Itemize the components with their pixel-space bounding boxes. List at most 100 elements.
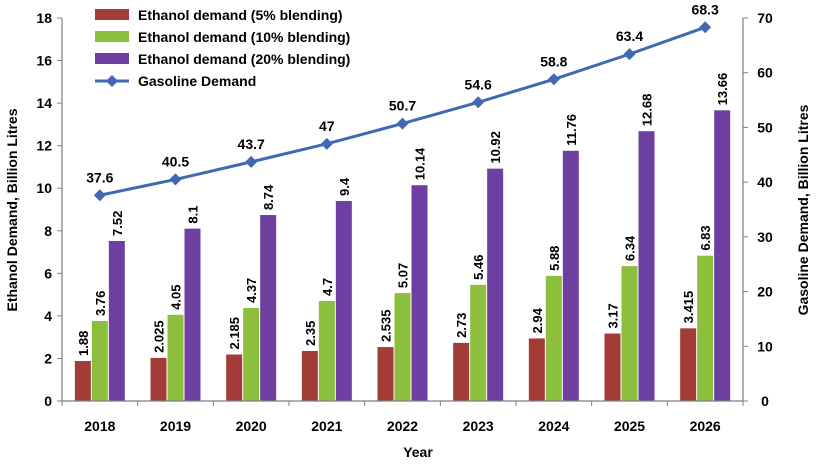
legend-swatch-3 [95, 53, 129, 64]
bar-label-2-2026: 6.83 [698, 225, 713, 250]
gasoline-point-2025 [623, 48, 636, 61]
bar-1-2026 [680, 328, 697, 401]
legend-label-3: Ethanol demand (20% blending) [138, 51, 350, 67]
bar-label-3-2018: 7.52 [110, 211, 125, 236]
bar-label-3-2025: 12.68 [640, 94, 655, 127]
y-tick-label-right: 30 [757, 229, 773, 245]
y-tick-label-left: 2 [44, 350, 52, 366]
legend-marker-gasoline [106, 75, 118, 87]
y-tick-label-left: 6 [44, 265, 52, 281]
y-tick-label-left: 18 [36, 10, 52, 26]
x-tick-label: 2021 [311, 418, 342, 434]
gasoline-label-2020: 43.7 [238, 136, 265, 152]
legend-label-2: Ethanol demand (10% blending) [138, 29, 350, 45]
bar-label-2-2021: 4.7 [320, 278, 335, 296]
x-tick-label: 2018 [84, 418, 115, 434]
bar-label-1-2023: 2.73 [454, 313, 469, 338]
bar-label-3-2022: 10.14 [413, 147, 428, 180]
bar-2-2025 [621, 266, 638, 401]
bar-3-2020 [260, 215, 277, 401]
gasoline-point-2026 [699, 21, 712, 34]
bar-2-2021 [318, 300, 335, 401]
bar-label-2-2018: 3.76 [93, 291, 108, 316]
gasoline-label-2026: 68.3 [692, 1, 719, 17]
bar-3-2018 [108, 240, 125, 401]
y-tick-label-left: 4 [44, 308, 52, 324]
gasoline-point-2019 [169, 173, 182, 186]
bar-3-2022 [411, 185, 428, 401]
bar-label-2-2019: 4.05 [169, 285, 184, 310]
bar-label-3-2024: 11.76 [564, 114, 579, 146]
y-axis-title-left: Ethanol Demand, Billion Litres [4, 108, 20, 311]
bar-label-3-2026: 13.66 [715, 73, 730, 106]
gasoline-point-2024 [547, 73, 560, 86]
y-tick-label-right: 10 [757, 338, 773, 354]
bar-2-2020 [243, 308, 260, 401]
legend-swatch-2 [95, 31, 129, 42]
x-tick-label: 2020 [236, 418, 267, 434]
bar-2-2018 [91, 320, 108, 401]
y-tick-label-right: 70 [757, 10, 773, 26]
bar-label-2-2024: 5.88 [547, 246, 562, 271]
bar-3-2023 [487, 168, 504, 401]
bar-3-2021 [335, 200, 352, 401]
bar-label-2-2022: 5.07 [396, 263, 411, 288]
bar-1-2021 [301, 350, 318, 401]
bar-3-2026 [714, 110, 731, 402]
y-tick-label-right: 50 [757, 119, 773, 135]
gasoline-label-2023: 54.6 [465, 76, 492, 92]
bar-3-2025 [638, 131, 655, 401]
bar-label-1-2019: 2.025 [152, 320, 167, 353]
bar-1-2024 [528, 338, 545, 401]
bar-label-2-2025: 6.34 [623, 235, 638, 261]
bar-label-2-2020: 4.37 [244, 278, 259, 303]
y-tick-label-left: 16 [36, 53, 52, 69]
bar-1-2019 [150, 357, 167, 401]
y-tick-label-right: 0 [761, 393, 769, 409]
bar-2-2019 [167, 314, 184, 401]
gasoline-point-2020 [245, 155, 258, 168]
legend-label-gasoline: Gasoline Demand [138, 73, 256, 89]
x-axis-title: Year [403, 444, 433, 460]
y-tick-label-left: 12 [36, 138, 52, 154]
y-tick-label-right: 60 [757, 65, 773, 81]
bar-label-3-2021: 9.4 [337, 177, 352, 196]
gasoline-label-2018: 37.6 [86, 169, 113, 185]
bar-label-3-2019: 8.1 [186, 206, 201, 224]
y-tick-label-right: 40 [757, 174, 773, 190]
legend-label-1: Ethanol demand (5% blending) [138, 7, 343, 23]
bar-label-1-2021: 2.35 [303, 321, 318, 346]
gasoline-label-2022: 50.7 [389, 98, 416, 114]
bar-3-2019 [184, 228, 201, 401]
x-tick-label: 2026 [690, 418, 721, 434]
bar-1-2022 [377, 347, 394, 401]
bar-2-2022 [394, 293, 411, 401]
x-tick-label: 2022 [387, 418, 418, 434]
bar-label-1-2026: 3.415 [681, 291, 696, 324]
bar-label-3-2023: 10.92 [488, 131, 503, 164]
bar-label-1-2025: 3.17 [606, 303, 621, 328]
gasoline-point-2023 [472, 96, 485, 109]
bar-label-1-2022: 2.535 [379, 310, 394, 343]
bar-2-2024 [545, 275, 562, 401]
x-tick-label: 2025 [614, 418, 645, 434]
bar-1-2018 [74, 360, 91, 401]
gasoline-point-2022 [396, 117, 409, 130]
gasoline-point-2018 [93, 189, 106, 202]
bar-2-2026 [697, 255, 714, 401]
legend-swatch-1 [95, 9, 129, 20]
bar-1-2025 [604, 333, 621, 401]
bar-label-3-2020: 8.74 [261, 184, 276, 210]
y-tick-label-right: 20 [757, 284, 773, 300]
gasoline-label-2024: 58.8 [540, 53, 567, 69]
bar-label-1-2020: 2.185 [227, 317, 242, 350]
bar-label-1-2024: 2.94 [530, 307, 545, 333]
y-axis-title-right: Gasoline Demand, Billion Litres [795, 104, 811, 315]
x-tick-label: 2019 [160, 418, 191, 434]
x-tick-label: 2024 [538, 418, 569, 434]
bar-label-1-2018: 1.88 [76, 331, 91, 356]
y-tick-label-left: 14 [36, 95, 52, 111]
bar-label-2-2023: 5.46 [471, 255, 486, 280]
x-tick-label: 2023 [463, 418, 494, 434]
